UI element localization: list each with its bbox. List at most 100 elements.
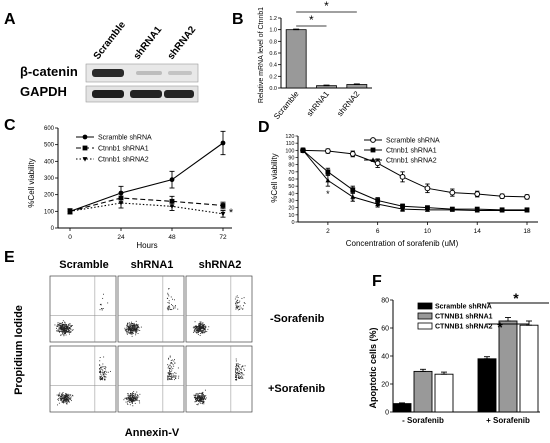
flow-event-dot xyxy=(104,366,106,368)
c-y-tick-label: 200 xyxy=(44,193,55,199)
flow-event-dot xyxy=(204,325,206,327)
flow-event-dot xyxy=(195,332,197,334)
flow-event-dot xyxy=(169,371,171,373)
flow-event-dot xyxy=(65,330,67,332)
flow-event-dot xyxy=(201,401,202,403)
flow-event-dot xyxy=(168,288,170,290)
flow-event-dot xyxy=(197,332,198,334)
flow-event-dot xyxy=(173,360,175,362)
flow-event-dot xyxy=(131,328,133,330)
flow-event-dot xyxy=(235,307,237,309)
flow-event-dot xyxy=(240,368,242,370)
flow-event-dot xyxy=(237,370,239,372)
flow-event-dot xyxy=(235,372,237,374)
flow-event-dot xyxy=(59,325,61,327)
flow-event-dot xyxy=(65,333,66,334)
flow-event-dot xyxy=(131,331,133,333)
flow-event-dot xyxy=(66,396,68,398)
flow-event-dot xyxy=(235,304,237,306)
flow-event-dot xyxy=(137,394,139,396)
flow-event-dot xyxy=(168,367,170,369)
d-y-tick-label: 60 xyxy=(288,177,294,183)
f-sig-star: * xyxy=(497,319,503,335)
flow-event-dot xyxy=(66,327,68,329)
flow-event-dot xyxy=(132,405,134,407)
flow-event-dot xyxy=(235,374,237,376)
flow-event-dot xyxy=(168,366,170,368)
flow-column-label: shRNA2 xyxy=(199,259,242,271)
flow-event-dot xyxy=(68,396,70,398)
flow-event-dot xyxy=(234,298,236,300)
flow-event-dot xyxy=(57,395,59,397)
c-xlabel: Hours xyxy=(136,241,157,250)
flow-event-dot xyxy=(126,393,128,395)
flow-event-dot xyxy=(135,397,137,399)
flow-event-dot xyxy=(104,379,106,381)
blot-band xyxy=(164,90,194,98)
d-point xyxy=(474,207,480,213)
flow-event-dot xyxy=(195,329,197,331)
flow-event-dot xyxy=(201,395,203,397)
flow-event-dot xyxy=(131,396,133,398)
flow-event-dot xyxy=(174,306,176,308)
flow-event-dot xyxy=(133,393,134,394)
b-y-tick-label: 0.6 xyxy=(269,51,277,57)
flow-event-dot xyxy=(127,403,129,405)
flow-event-dot xyxy=(129,327,131,329)
flow-event-dot xyxy=(169,369,170,371)
blot-column-label: shRNA2 xyxy=(166,24,199,62)
flow-event-dot xyxy=(241,376,243,378)
flow-event-dot xyxy=(103,368,105,369)
flow-event-dot xyxy=(243,368,245,370)
flow-event-dot xyxy=(99,357,101,359)
flow-event-dot xyxy=(62,394,64,396)
flow-event-dot xyxy=(203,399,205,401)
flow-event-dot xyxy=(174,377,176,379)
flow-event-dot xyxy=(70,325,72,327)
flow-event-dot xyxy=(197,397,199,399)
flow-event-dot xyxy=(63,397,65,399)
flow-event-dot xyxy=(200,322,202,324)
d-y-tick-label: 0 xyxy=(291,220,294,226)
flow-event-dot xyxy=(173,379,175,381)
flow-event-dot xyxy=(175,375,177,377)
flow-event-dot xyxy=(130,399,132,401)
flow-event-dot xyxy=(134,324,136,326)
flow-event-dot xyxy=(136,323,137,325)
flow-event-dot xyxy=(169,364,171,366)
flow-event-dot xyxy=(100,372,102,374)
flow-event-dot xyxy=(133,324,135,326)
flow-event-dot xyxy=(102,377,103,379)
flow-dot-plot xyxy=(117,275,185,343)
flow-event-dot xyxy=(194,326,196,327)
flow-plot-frame xyxy=(185,345,253,413)
flow-event-dot xyxy=(168,372,170,374)
flow-event-dot xyxy=(199,399,201,401)
flow-event-dot xyxy=(170,373,171,374)
flow-event-dot xyxy=(103,371,105,373)
d-point xyxy=(524,194,530,200)
flow-event-dot xyxy=(203,397,205,399)
flow-event-dot xyxy=(99,365,101,367)
flow-event-dot xyxy=(237,306,239,308)
flow-event-dot xyxy=(129,398,131,400)
flow-event-dot xyxy=(135,329,137,331)
flow-event-dot xyxy=(131,327,133,329)
blot-row-label: GAPDH xyxy=(20,84,67,99)
flow-event-dot xyxy=(60,335,62,337)
flow-event-dot xyxy=(168,357,170,359)
flow-event-dot xyxy=(100,366,102,368)
flow-event-dot xyxy=(59,397,61,399)
flow-event-dot xyxy=(133,396,135,398)
d-legend-label: Ctnnb1 shRNA2 xyxy=(386,158,437,165)
flow-event-dot xyxy=(196,327,198,329)
flow-event-dot xyxy=(66,399,68,401)
flow-event-dot xyxy=(57,324,59,326)
flow-event-dot xyxy=(127,398,129,400)
flow-event-dot xyxy=(177,367,179,369)
flow-event-dot xyxy=(59,331,60,333)
c-point xyxy=(220,203,226,208)
flow-event-dot xyxy=(132,400,134,402)
flow-event-dot xyxy=(202,331,203,333)
flow-event-dot xyxy=(67,331,68,332)
